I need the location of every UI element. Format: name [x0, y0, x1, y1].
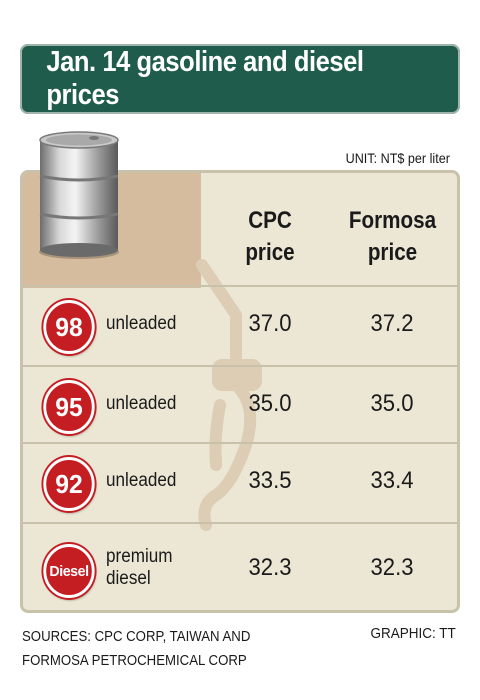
fuel-label: unleaded — [106, 470, 176, 492]
fuel-label: unleaded — [106, 313, 176, 335]
formosa-price: 32.3 — [370, 554, 414, 581]
table-row: Diesel premium diesel 32.3 32.3 — [20, 522, 460, 612]
table-row: 98 unleaded 37.0 37.2 — [20, 285, 460, 361]
graphic-credit: GRAPHIC: TT — [370, 625, 456, 642]
formosa-price: 37.2 — [370, 310, 414, 337]
fuel-label: unleaded — [106, 393, 176, 415]
table-row: 92 unleaded 33.5 33.4 — [20, 442, 460, 518]
column-header-line: Formosa — [348, 207, 437, 234]
cpc-price: 37.0 — [248, 310, 292, 337]
octane-badge: 92 — [43, 457, 95, 511]
column-header-line: price — [367, 239, 418, 266]
fuel-label-line: premium — [106, 546, 173, 567]
table-row: 95 unleaded 35.0 35.0 — [20, 365, 460, 441]
title-banner: Jan. 14 gasoline and diesel prices — [20, 44, 460, 114]
cpc-price: 32.3 — [248, 554, 292, 581]
octane-badge: 95 — [43, 380, 95, 434]
column-header-line: CPC — [248, 207, 292, 234]
sources-note: SOURCES: CPC CORP, TAIWAN AND FORMOSA PE… — [22, 625, 250, 673]
unit-label: UNIT: NT$ per liter — [345, 150, 450, 166]
octane-badge: 98 — [43, 300, 95, 354]
fuel-nozzle-icon — [196, 259, 262, 531]
chart-title: Jan. 14 gasoline and diesel prices — [46, 46, 364, 111]
column-header-line: price — [245, 239, 295, 266]
fuel-label-line: unleaded — [106, 393, 177, 414]
oil-barrel-icon — [39, 131, 119, 259]
sources-line: SOURCES: CPC CORP, TAIWAN AND — [22, 628, 251, 645]
sources-line: FORMOSA PETROCHEMICAL CORP — [22, 652, 247, 669]
fuel-label: premium diesel — [106, 546, 173, 590]
column-header-cpc: CPC price — [223, 205, 318, 269]
fuel-label-line: unleaded — [106, 313, 177, 334]
cpc-price: 33.5 — [248, 467, 292, 494]
fuel-label-line: unleaded — [106, 470, 177, 491]
diesel-badge: Diesel — [43, 544, 95, 598]
fuel-label-line: diesel — [106, 568, 151, 589]
column-header-formosa: Formosa price — [339, 205, 447, 269]
formosa-price: 35.0 — [370, 390, 414, 417]
cpc-price: 35.0 — [248, 390, 292, 417]
formosa-price: 33.4 — [370, 467, 414, 494]
